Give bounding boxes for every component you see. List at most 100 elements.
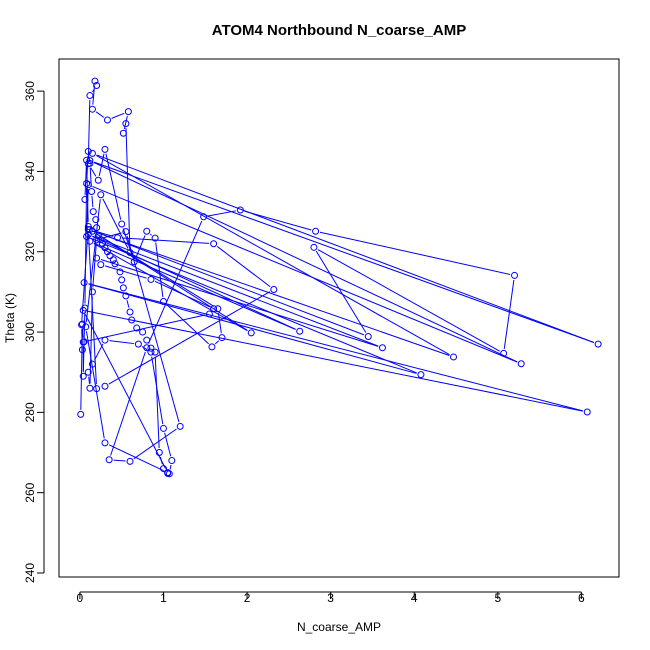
data-point <box>134 340 142 348</box>
data-point <box>89 208 97 216</box>
series-segment <box>92 185 518 363</box>
data-point <box>143 336 151 344</box>
data-point <box>122 120 130 128</box>
data-point <box>126 457 134 465</box>
data-point <box>93 224 101 232</box>
data-point <box>79 306 87 314</box>
data-point <box>93 82 101 90</box>
data-point <box>164 469 172 477</box>
data-point <box>583 408 591 416</box>
data-point <box>78 346 86 354</box>
data-point <box>128 316 136 324</box>
data-point <box>133 324 141 332</box>
data-point <box>143 344 151 352</box>
data-point <box>77 410 85 418</box>
data-point <box>80 338 88 346</box>
series-segment <box>84 164 87 196</box>
data-point <box>147 275 155 283</box>
series-segment <box>94 230 114 237</box>
series-segment <box>126 300 130 308</box>
data-point <box>155 449 163 457</box>
series-segment <box>84 314 167 469</box>
data-point <box>214 305 222 313</box>
data-point <box>86 237 94 245</box>
series-segment <box>102 198 129 249</box>
data-point <box>364 332 372 340</box>
data-point <box>84 147 92 155</box>
data-point <box>105 456 113 464</box>
series-segment <box>133 428 177 460</box>
series-segment <box>93 242 296 330</box>
series-segment <box>122 228 134 258</box>
data-point <box>91 77 99 85</box>
series-segment <box>151 356 164 425</box>
data-point <box>511 271 519 279</box>
series-segment <box>88 376 90 384</box>
data-point <box>118 276 126 284</box>
data-point <box>126 249 134 257</box>
series-segment <box>92 85 96 105</box>
series-segment <box>92 235 296 330</box>
data-point <box>165 470 173 478</box>
data-point <box>88 288 96 296</box>
series-segment <box>109 340 134 345</box>
data-point <box>417 371 425 379</box>
data-point <box>236 206 244 214</box>
data-point <box>88 188 96 196</box>
data-point <box>270 285 278 293</box>
x-tick-label: 0 <box>77 591 84 605</box>
data-point <box>143 227 151 235</box>
data-point <box>210 240 218 248</box>
data-point <box>594 340 602 348</box>
data-point <box>130 258 138 266</box>
data-point <box>84 222 92 230</box>
data-point <box>97 236 105 244</box>
series-segment <box>319 231 511 275</box>
series-segment <box>93 243 248 332</box>
data-point <box>97 191 105 199</box>
y-axis-label: Theta (K) <box>3 293 17 343</box>
data-point <box>139 328 147 336</box>
series-segment <box>87 234 97 385</box>
data-point <box>116 268 124 276</box>
series-segment <box>98 153 105 176</box>
data-point <box>500 349 508 357</box>
data-point <box>101 145 109 153</box>
data-point <box>208 343 216 351</box>
data-point <box>80 279 88 287</box>
y-tick-label: 260 <box>23 482 37 502</box>
x-tick-label: 2 <box>244 591 251 605</box>
data-point <box>119 284 127 292</box>
series-segment <box>81 329 83 346</box>
x-tick-label: 3 <box>327 591 334 605</box>
y-tick-label: 300 <box>23 322 37 342</box>
data-point <box>296 327 304 335</box>
y-tick-label: 340 <box>23 161 37 181</box>
data-point <box>83 156 91 164</box>
chart-title: ATOM4 Northbound N_coarse_AMP <box>212 22 466 39</box>
y-tick-label: 240 <box>23 563 37 583</box>
series-segment <box>149 233 152 236</box>
series-segment <box>317 249 500 352</box>
series-segment <box>86 164 89 222</box>
data-point <box>205 310 213 318</box>
data-point <box>101 336 109 344</box>
data-point <box>86 384 94 392</box>
series-segment <box>111 112 125 119</box>
series-segment <box>155 242 164 298</box>
series-segment <box>108 444 164 472</box>
series-segment <box>216 246 271 288</box>
series-segment <box>93 161 595 344</box>
series-segment <box>244 210 312 231</box>
series-segment <box>113 459 126 462</box>
data-point <box>176 422 184 430</box>
series-segment <box>96 154 595 343</box>
series-segment <box>88 314 206 342</box>
data-point <box>88 149 96 157</box>
series-segment <box>91 195 94 208</box>
data-point <box>92 216 100 224</box>
series-segment <box>92 230 450 356</box>
series-segment <box>104 265 147 279</box>
y-tick-label: 360 <box>23 81 37 101</box>
